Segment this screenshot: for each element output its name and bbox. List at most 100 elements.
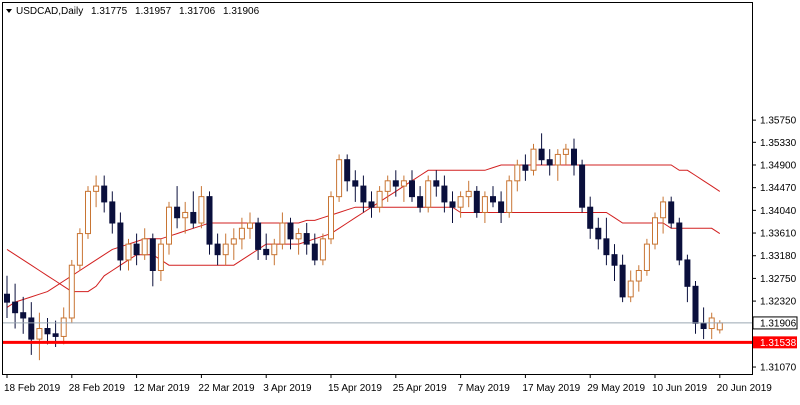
candle-body (198, 196, 205, 224)
candle (465, 180, 472, 208)
candle-body (417, 196, 424, 208)
x-tick-label: 22 Mar 2019 (198, 383, 255, 394)
candle-body (619, 264, 626, 298)
candle-body (60, 317, 67, 337)
y-tick-label: 1.34040 (760, 206, 797, 217)
candle (149, 233, 156, 287)
candle-body (635, 269, 642, 282)
candle-body (44, 328, 51, 335)
candle-body (684, 259, 691, 287)
candle-body (20, 312, 27, 319)
candle (190, 191, 197, 229)
candle (449, 191, 456, 224)
candle (344, 154, 351, 192)
x-tick-label: 7 May 2019 (458, 383, 511, 394)
header-low: 1.31706 (179, 6, 216, 17)
candle-body (530, 148, 537, 171)
x-tick-label: 3 Apr 2019 (263, 383, 312, 394)
candle (295, 228, 302, 255)
candle-body (457, 196, 464, 208)
candle-body (255, 222, 262, 250)
candle-body (441, 185, 448, 203)
candle (174, 186, 181, 229)
candle-body (141, 238, 148, 256)
candles (4, 133, 723, 361)
candle-body (352, 180, 359, 187)
candle (538, 133, 545, 165)
candle-body (52, 333, 59, 337)
candle (255, 217, 262, 260)
candle-body (133, 243, 140, 256)
candle-body (700, 322, 707, 330)
candle (125, 238, 132, 271)
candle (619, 254, 626, 303)
candle-body (222, 243, 229, 256)
candle-body (279, 222, 286, 245)
candle (271, 238, 278, 266)
candle (546, 149, 553, 176)
x-tick-label: 29 May 2019 (587, 383, 645, 394)
candle (522, 154, 529, 181)
candle-body (101, 185, 108, 203)
candle (4, 275, 10, 318)
candle-body (328, 196, 334, 240)
candle-body (481, 196, 488, 213)
candle (716, 320, 723, 334)
candle-body (692, 285, 699, 324)
candle (336, 154, 343, 202)
candle (303, 223, 310, 255)
candle-body (238, 227, 245, 240)
candle-body (287, 222, 294, 240)
x-tick-label: 17 May 2019 (522, 383, 580, 394)
candle-body (263, 248, 270, 256)
candle (652, 212, 658, 250)
x-tick-label: 25 Apr 2019 (393, 383, 447, 394)
candle (376, 186, 383, 213)
dropdown-triangle-icon[interactable] (6, 9, 12, 13)
candle (230, 228, 237, 260)
candle-body (271, 243, 278, 256)
candle-body (76, 233, 83, 266)
candle-body (676, 222, 683, 261)
candle (571, 138, 577, 176)
candle-body (449, 201, 456, 208)
candle (473, 186, 480, 218)
candle-body (109, 201, 116, 224)
candle (352, 170, 359, 202)
candle (668, 196, 675, 229)
candle (587, 196, 594, 239)
candle (684, 254, 691, 303)
candle (530, 143, 537, 176)
candle-body (230, 238, 237, 245)
candle-body (303, 233, 310, 245)
candle (400, 175, 407, 202)
candle-body (603, 238, 610, 256)
candle (433, 170, 440, 197)
candle-body (571, 148, 577, 166)
y-axis: 1.35750 1.35330 1.34900 1.34470 1.34040 1.336… (752, 116, 798, 374)
candle (109, 191, 116, 234)
y-tick-label: 1.35750 (760, 116, 797, 127)
current-price-label-box (752, 316, 798, 330)
candle-body (85, 190, 91, 235)
candle (263, 233, 270, 260)
moving-average-line-2 (6, 164, 721, 293)
candle (627, 270, 634, 303)
candle (287, 217, 294, 250)
y-tick-label: 1.31070 (760, 363, 797, 374)
candle (133, 233, 140, 266)
candle-body (409, 180, 415, 198)
candle-body (522, 164, 529, 171)
candle-body (12, 301, 19, 314)
candle-body (68, 264, 75, 319)
candle (441, 175, 448, 213)
candle-body (579, 164, 586, 208)
candle-body (668, 201, 675, 224)
candle (76, 228, 83, 271)
candle-body (368, 201, 375, 208)
candle-body (595, 227, 602, 240)
candle (692, 281, 699, 334)
candle (595, 217, 602, 250)
candle (68, 259, 75, 324)
x-tick-label: 15 Apr 2019 (328, 383, 382, 394)
